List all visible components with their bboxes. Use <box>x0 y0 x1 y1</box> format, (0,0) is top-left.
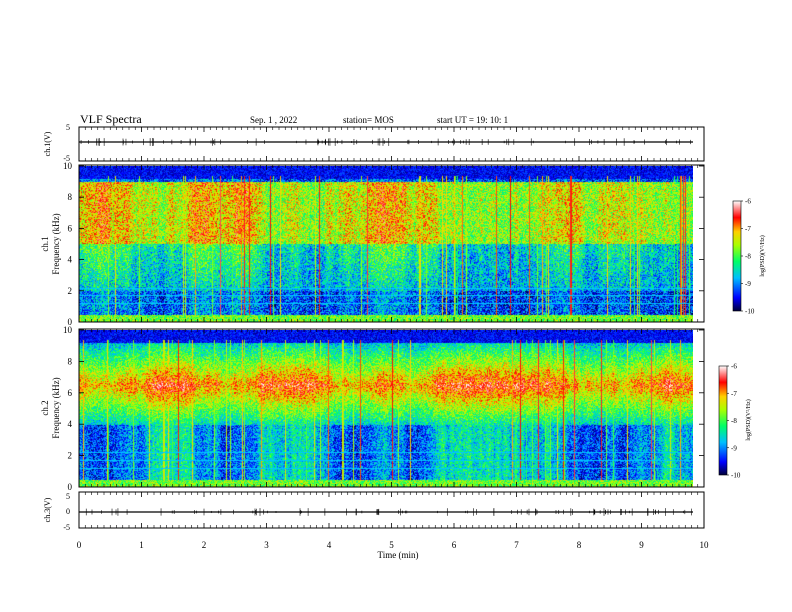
colorbar-tick-label: -8 <box>731 417 737 425</box>
ch3-voltage-ytick-top: 5 <box>66 492 70 501</box>
ytick-label: 6 <box>68 388 73 398</box>
ch1-spectrogram-panel: 0 2 4 6 8 10 ch.1 Frequency (kHz) <box>40 161 705 327</box>
colorbar-tick-label: -10 <box>731 472 741 480</box>
figure-title: VLF Spectra <box>80 112 142 126</box>
xaxis-label: Time (min) <box>378 550 419 560</box>
xtick-label: 0 <box>77 540 82 550</box>
ch1-voltage-panel: 5 -5 ch.1(V) <box>43 123 705 163</box>
ytick-label: 6 <box>68 223 73 233</box>
colorbar-tick-label: -9 <box>745 280 751 288</box>
colorbar-tick-label: -7 <box>745 225 751 233</box>
ch3-voltage-panel: 5 0 -5 ch.3(V) <box>43 491 705 532</box>
ytick-label: 4 <box>68 419 73 429</box>
xtick-label: 9 <box>639 540 644 550</box>
ch1-voltage-ytick-bottom: -5 <box>63 154 70 163</box>
ch2-spectrogram-image <box>79 330 693 487</box>
ch3-voltage-ytick-bottom: -5 <box>63 523 70 532</box>
ytick-label: 4 <box>68 255 73 265</box>
time-axis: 0 1 2 3 4 5 6 7 8 9 10 <box>77 127 709 550</box>
ch3-voltage-ytick-mid: 0 <box>66 507 70 516</box>
ch1-colorbar-ticks: -6 -7 -8 -9 -10 <box>741 198 755 316</box>
colorbar-tick-label: -7 <box>731 390 737 398</box>
xtick-label: 10 <box>700 540 710 550</box>
ch1-spectrogram-ylabel-channel: ch.1 <box>40 236 50 251</box>
xtick-label: 8 <box>577 540 582 550</box>
ytick-label: 8 <box>68 192 73 202</box>
colorbar-tick-label: -8 <box>745 253 751 261</box>
ch3-voltage-frame <box>78 491 705 529</box>
ch2-colorbar-gradient <box>718 365 728 476</box>
ch2-spectrogram-yticks: 0 2 4 6 8 10 <box>63 325 704 492</box>
xtick-label: 3 <box>264 540 269 550</box>
date-label: Sep. 1 , 2022 <box>250 115 297 125</box>
xtick-label: 2 <box>202 540 207 550</box>
ch1-spectrogram-ylabel-frequency: Frequency (kHz) <box>51 213 61 274</box>
xtick-label: 4 <box>327 540 332 550</box>
ytick-label: 10 <box>63 161 73 171</box>
ytick-label: 0 <box>68 317 73 327</box>
ch2-colorbar-ticks: -6 -7 -8 -9 -10 <box>727 363 741 480</box>
ch1-voltage-ylabel: ch.1(V) <box>43 131 52 156</box>
ytick-label: 2 <box>68 451 73 461</box>
ch1-colorbar-label: log(PSD)(V²/Hz) <box>759 235 766 276</box>
ch1-voltage-frame <box>78 126 705 162</box>
ytick-label: 0 <box>68 482 73 492</box>
ch1-spectrogram-image <box>79 166 693 322</box>
xtick-label: 7 <box>514 540 519 550</box>
station-label: station= MOS <box>343 115 394 125</box>
ch1-colorbar-gradient <box>732 200 742 312</box>
xtick-label: 5 <box>389 540 394 550</box>
ch1-colorbar: -6 -7 -8 -9 -10 log(PSD)(V²/Hz) <box>732 198 766 316</box>
ytick-label: 10 <box>63 325 73 335</box>
colorbar-tick-label: -6 <box>731 363 737 371</box>
ch2-spectrogram-ylabel-channel: ch.2 <box>40 400 50 415</box>
ytick-label: 2 <box>68 286 73 296</box>
ch1-spectrogram-yticks: 0 2 4 6 8 10 <box>63 161 704 327</box>
ch3-voltage-spikes <box>85 508 692 516</box>
ch2-colorbar: -6 -7 -8 -9 -10 log(PSD)(V²/Hz) <box>718 363 752 480</box>
ch2-spectrogram-ylabel-frequency: Frequency (kHz) <box>51 377 61 438</box>
ch2-spectrogram-panel: 0 2 4 6 8 10 ch.2 Frequency (kHz) <box>40 325 705 492</box>
xtick-label: 6 <box>452 540 457 550</box>
ch3-voltage-ylabel: ch.3(V) <box>43 497 52 522</box>
ytick-label: 8 <box>68 356 73 366</box>
ch1-voltage-spikes <box>80 138 691 146</box>
colorbar-tick-label: -9 <box>731 444 737 452</box>
ch1-voltage-ytick-top: 5 <box>66 123 70 132</box>
xtick-label: 1 <box>139 540 144 550</box>
start-time-label: start UT = 19: 10: 1 <box>437 115 508 125</box>
ch2-colorbar-label: log(PSD)(V²/Hz) <box>745 399 752 440</box>
colorbar-tick-label: -6 <box>745 198 751 206</box>
colorbar-tick-label: -10 <box>745 308 755 316</box>
